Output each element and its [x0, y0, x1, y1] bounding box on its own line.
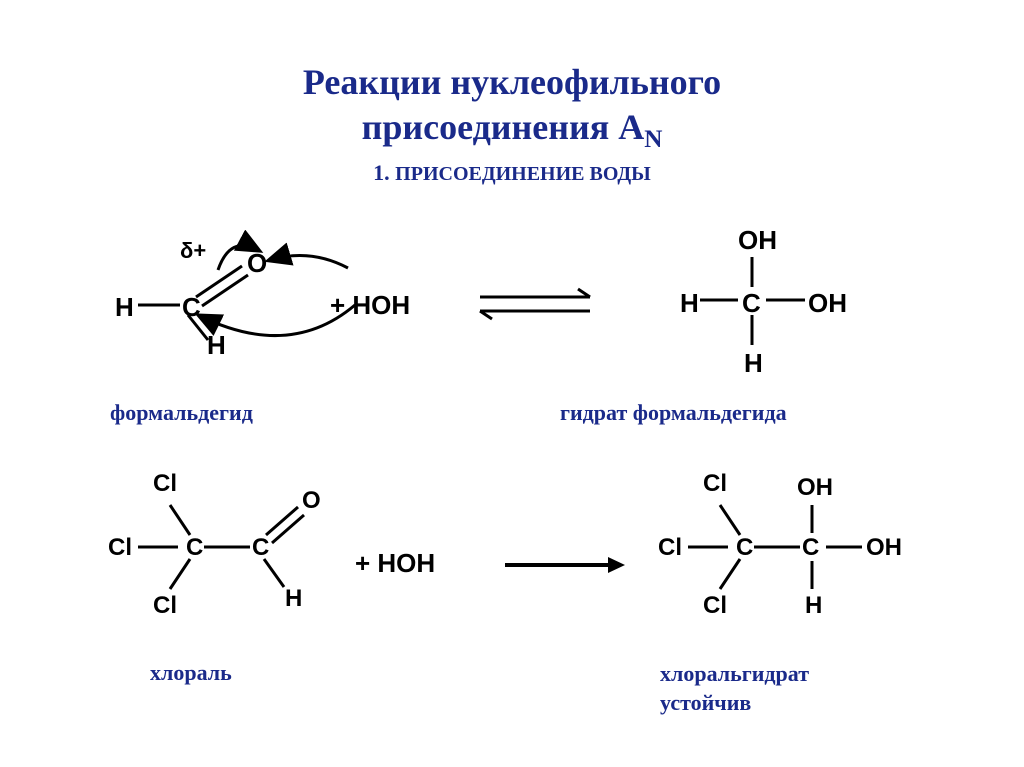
- r2-Cl-left: Cl: [108, 534, 132, 562]
- title-line2: присоединения А: [362, 107, 645, 147]
- r2-product-label-line1: хлоральгидрат: [660, 661, 809, 686]
- r2-reagent: + HOH: [355, 548, 435, 579]
- r1-reactant-label: формальдегид: [110, 400, 253, 426]
- subtitle-prefix: 1.: [373, 160, 395, 185]
- r1-C: C: [182, 292, 201, 323]
- r2-Cl-bottom: Cl: [153, 592, 177, 620]
- r2-product-label: хлоральгидрат устойчив: [660, 660, 809, 717]
- p1-H-bottom: H: [744, 348, 763, 379]
- p2-C1: C: [736, 534, 753, 562]
- r2-C2: C: [252, 534, 269, 562]
- equilibrium-arrow: [470, 285, 610, 325]
- r2-product-label-line2: устойчив: [660, 690, 751, 715]
- r1-product-label: гидрат формальдегида: [560, 400, 787, 426]
- p2-Cl-bottom: Cl: [703, 592, 727, 620]
- p2-C2: C: [802, 534, 819, 562]
- r1-reagent: + HOH: [330, 290, 410, 321]
- r2-Cl-top: Cl: [153, 470, 177, 498]
- section-subtitle: 1. ПРИСОЕДИНЕНИЕ ВОДЫ: [0, 160, 1024, 186]
- r2-H: H: [285, 585, 302, 613]
- p1-OH-right: OH: [808, 288, 847, 319]
- r1-H-bottom: H: [207, 330, 226, 361]
- p1-OH-top: OH: [738, 225, 777, 256]
- forward-arrow: [500, 550, 630, 580]
- page-title: Реакции нуклеофильного присоединения АN: [0, 30, 1024, 156]
- r1-H-left: H: [115, 292, 134, 323]
- p1-C: C: [742, 288, 761, 319]
- p1-H-left: H: [680, 288, 699, 319]
- r2-C1: C: [186, 534, 203, 562]
- p2-H-bottom: H: [805, 592, 822, 620]
- r1-O: O: [247, 248, 267, 279]
- r2-reactant-label: хлораль: [150, 660, 232, 686]
- title-line1: Реакции нуклеофильного: [303, 62, 721, 102]
- p2-OH-top: OH: [797, 474, 833, 502]
- r2-O: O: [302, 487, 321, 515]
- subtitle-text: ПРИСОЕДИНЕНИЕ ВОДЫ: [395, 163, 651, 185]
- p2-OH-right: OH: [866, 534, 902, 562]
- p2-Cl-top: Cl: [703, 470, 727, 498]
- title-subscript: N: [644, 126, 662, 153]
- p2-Cl-left: Cl: [658, 534, 682, 562]
